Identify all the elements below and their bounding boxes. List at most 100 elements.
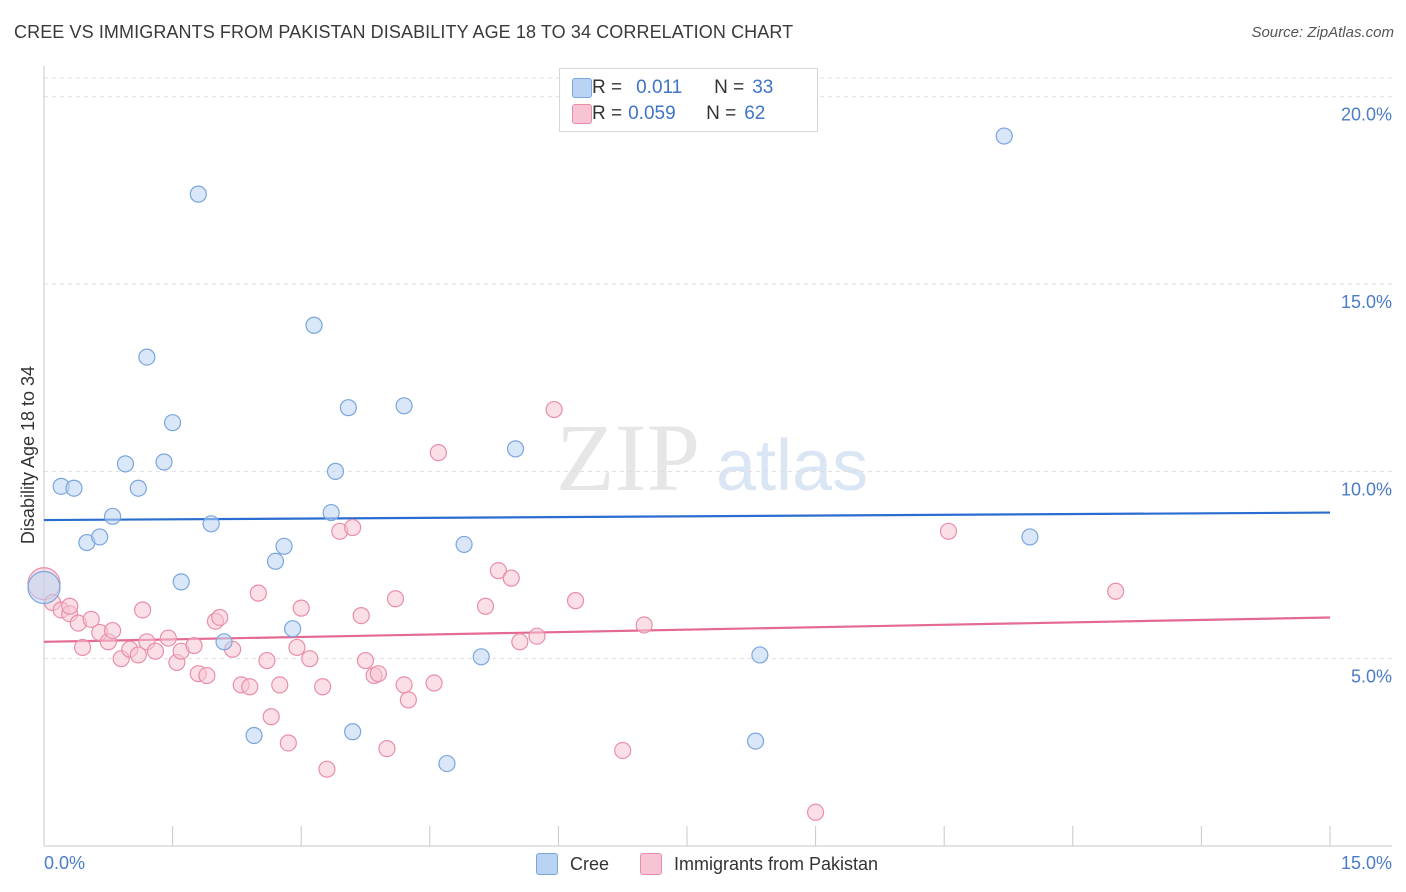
pakistan-point: [566, 592, 585, 610]
pakistan-point: [635, 616, 653, 634]
pakistan-point: [399, 691, 417, 709]
pakistan-point: [279, 734, 297, 752]
r-value: 0.011: [636, 77, 683, 98]
stats-row-pakistan: R = 0.059 N = 62: [572, 102, 766, 126]
pakistan-point: [395, 676, 413, 694]
pakistan-point: [271, 676, 289, 694]
cree-point: [746, 732, 765, 750]
n-value: 62: [744, 103, 766, 124]
cree-point: [275, 537, 293, 555]
cree-point: [322, 503, 340, 522]
cree-point: [266, 552, 285, 570]
cree-point: [215, 633, 233, 651]
watermark-atlas: atlas: [716, 426, 868, 506]
pakistan-point: [241, 678, 259, 696]
pakistan-point: [378, 739, 396, 758]
cree-point: [245, 726, 263, 745]
cree-point: [284, 620, 302, 638]
data-points: [27, 127, 1125, 821]
stats-swatch-pakistan: [572, 104, 592, 124]
pakistan-point: [292, 599, 310, 617]
cree-point: [172, 573, 190, 591]
pakistan-point: [386, 590, 405, 608]
cree-point: [455, 535, 473, 554]
axes: [43, 66, 1392, 847]
legend-label-cree: Cree: [570, 853, 610, 874]
pakistan-point: [1107, 582, 1125, 600]
cree-point: [27, 570, 61, 605]
cree-point: [155, 453, 173, 471]
pakistan-point: [198, 666, 216, 685]
pakistan-point: [249, 584, 267, 602]
pakistan-point: [103, 621, 122, 640]
pakistan-point: [314, 678, 332, 696]
r-label: R =: [592, 77, 623, 98]
pakistan-point: [511, 633, 529, 651]
stats-swatch-cree: [572, 78, 592, 98]
chart-title: CREE VS IMMIGRANTS FROM PAKISTAN DISABIL…: [14, 22, 794, 42]
pakistan-point: [185, 636, 203, 655]
pakistan-trend-line: [43, 616, 1331, 643]
cree-point: [305, 316, 323, 334]
n-label: N =: [706, 103, 737, 124]
cree-point: [751, 646, 769, 664]
legend-item-pakistan: Immigrants from Pakistan: [640, 850, 878, 878]
legend-label-pakistan: Immigrants from Pakistan: [674, 853, 879, 874]
pakistan-point: [545, 400, 563, 419]
cree-point: [506, 440, 525, 458]
y-tick-label: 5.0%: [1351, 667, 1392, 687]
source-label: Source: ZipAtlas.com: [1251, 24, 1394, 41]
pakistan-point: [258, 651, 276, 670]
legend-item-cree: Cree: [536, 850, 609, 878]
pakistan-point: [356, 651, 375, 670]
cree-point: [116, 455, 135, 473]
cree-point: [129, 479, 147, 497]
pakistan-point: [369, 665, 387, 683]
cree-point: [138, 348, 156, 366]
cree-point: [395, 397, 413, 415]
pakistan-point: [82, 610, 100, 628]
r-value: 0.059: [628, 103, 676, 124]
cree-point: [103, 507, 122, 525]
r-label: R =: [592, 103, 623, 124]
n-label: N =: [714, 77, 745, 98]
pakistan-point: [318, 760, 336, 778]
cree-point: [472, 648, 490, 666]
pakistan-point: [288, 638, 306, 657]
cree-point: [202, 515, 220, 533]
cree-point: [995, 127, 1013, 145]
tick-labels: 5.0% 10.0% 15.0% 20.0% 0.0% 15.0%: [44, 105, 1392, 873]
pakistan-point: [939, 522, 958, 540]
pakistan-point: [502, 569, 520, 587]
pakistan-point: [489, 562, 507, 580]
pakistan-point: [425, 674, 443, 692]
cree-point: [65, 479, 83, 497]
pakistan-point: [146, 642, 165, 660]
pakistan-point: [129, 646, 147, 664]
pakistan-point: [301, 650, 319, 668]
cree-point: [339, 399, 357, 417]
cree-point: [326, 462, 345, 480]
pakistan-point: [476, 597, 495, 615]
pakistan-point: [528, 627, 546, 645]
cree-point: [189, 185, 207, 203]
stats-legend: R = 0.011 N = 33 R = 0.059 N = 62: [559, 68, 818, 132]
watermark: ZIP atlas: [556, 404, 868, 511]
y-tick-label: 20.0%: [1341, 105, 1392, 125]
x-tick-label: 0.0%: [44, 853, 85, 873]
cree-trend-line: [43, 511, 1331, 522]
cree-point: [164, 414, 182, 432]
pakistan-point: [806, 803, 825, 821]
pakistan-point: [614, 741, 632, 760]
legend-swatch-cree: [536, 853, 558, 875]
x-tick-label: 15.0%: [1341, 853, 1392, 873]
pakistan-point: [352, 606, 370, 625]
y-tick-label: 10.0%: [1341, 479, 1392, 499]
y-tick-label: 15.0%: [1341, 292, 1392, 312]
cree-point: [438, 754, 456, 773]
cree-point: [344, 723, 362, 741]
stats-row-cree: R = 0.011 N = 33: [572, 76, 773, 100]
watermark-zip: ZIP: [556, 404, 700, 511]
pakistan-point: [262, 708, 280, 726]
